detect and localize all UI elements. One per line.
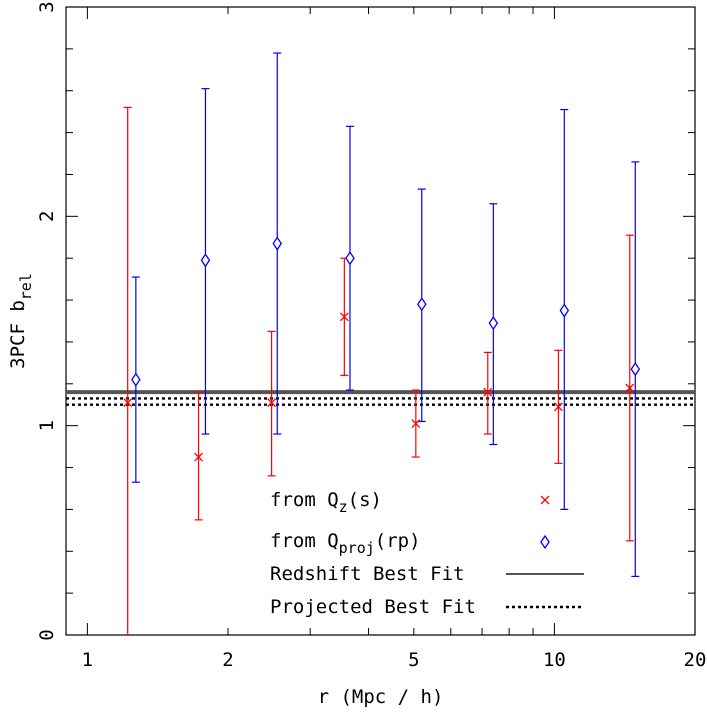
x-tick-label: 5	[408, 649, 419, 671]
y-axis-title-sub: rel	[17, 273, 35, 300]
qproj-point	[559, 303, 570, 318]
qz-point	[553, 402, 563, 412]
redshift-legend-label: Redshift Best Fit	[270, 563, 464, 585]
x-tick-label: 1	[82, 649, 93, 671]
x-tick-label: 10	[543, 649, 566, 671]
qz-point	[194, 452, 204, 462]
qproj-point	[488, 315, 499, 331]
qz-legend-prefix: from Q	[270, 489, 339, 511]
qz-legend-sub: z	[339, 498, 348, 516]
qproj-legend-prefix: from Q	[270, 530, 339, 552]
qproj-point	[416, 297, 427, 312]
qproj-legend-label: from Qproj(rp)	[270, 530, 421, 557]
x-axis-title: r (Mpc / h)	[318, 686, 444, 708]
y-tick-label: 2	[36, 211, 58, 222]
qz-legend-suffix: (s)	[348, 489, 382, 511]
x-tick-label: 20	[684, 649, 707, 671]
plot-frame	[65, 6, 696, 636]
qz-point	[625, 383, 635, 393]
qproj-legend-marker	[540, 534, 550, 550]
qz-point	[267, 398, 277, 408]
qproj-point	[630, 361, 641, 377]
y-axis-title-main: 3PCF b	[7, 300, 29, 369]
qproj-point	[272, 236, 283, 251]
y-tick-label: 0	[36, 629, 58, 640]
qz-point	[123, 398, 133, 408]
y-tick-label: 1	[36, 420, 58, 431]
y-tick-label: 3	[36, 1, 58, 12]
qz-legend-marker	[540, 495, 550, 505]
qz-point	[483, 387, 493, 397]
qz-legend-label: from Qz(s)	[270, 489, 382, 516]
qz-point	[339, 312, 349, 322]
qproj-legend-suffix: (rp)	[375, 530, 421, 552]
qproj-point	[200, 253, 211, 268]
qproj-legend-sub: proj	[339, 539, 375, 557]
qproj-point	[131, 372, 141, 387]
y-axis-title: 3PCF brel	[7, 273, 35, 369]
projected-legend-label: Projected Best Fit	[270, 596, 476, 618]
x-tick-label: 2	[222, 649, 233, 671]
qproj-point	[345, 251, 355, 266]
